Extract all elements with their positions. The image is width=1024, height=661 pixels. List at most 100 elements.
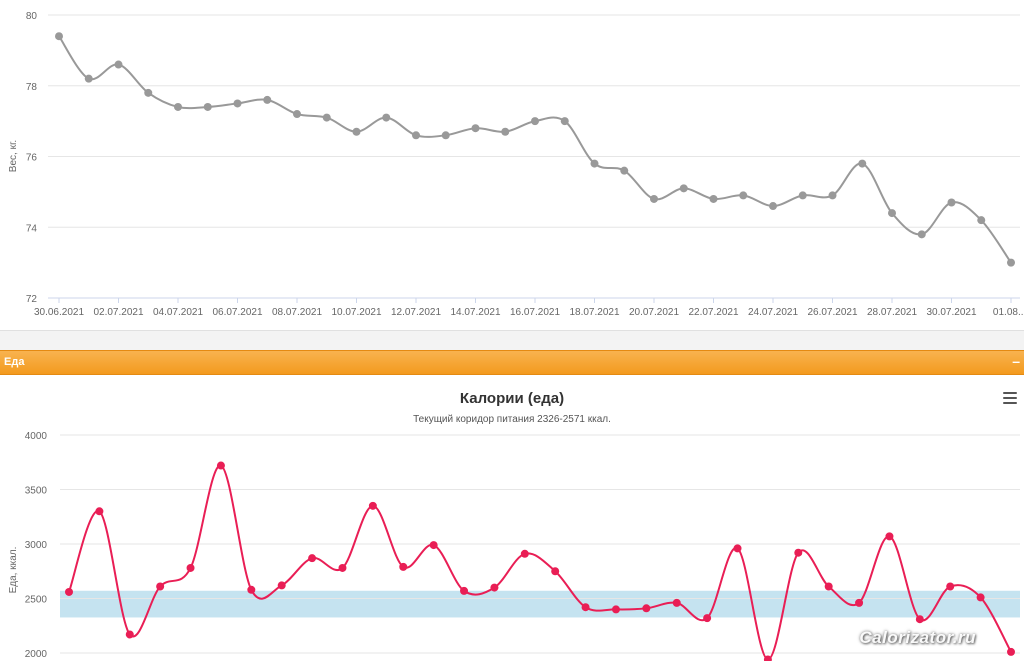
calories-data-point[interactable] <box>855 598 864 607</box>
calories-data-point[interactable] <box>763 655 772 661</box>
weight-data-point[interactable] <box>679 184 688 193</box>
calories-y-tick-label: 2500 <box>25 595 48 606</box>
weight-data-point[interactable] <box>84 74 93 83</box>
calories-data-point[interactable] <box>703 614 712 623</box>
weight-x-tick-label: 20.07.2021 <box>629 307 679 318</box>
weight-data-point[interactable] <box>769 202 777 211</box>
calories-data-points <box>65 461 1015 661</box>
calories-data-point[interactable] <box>247 585 256 594</box>
weight-y-tick-label: 74 <box>26 223 38 234</box>
weight-data-point[interactable] <box>858 159 867 168</box>
calories-data-point[interactable] <box>520 549 529 558</box>
weight-data-point[interactable] <box>382 113 391 122</box>
weight-data-point[interactable] <box>174 102 182 111</box>
weight-data-point[interactable] <box>798 191 807 200</box>
calories-data-point[interactable] <box>581 603 590 612</box>
weight-data-point[interactable] <box>293 110 301 119</box>
calories-chart-title: Калории (еда) <box>460 390 564 407</box>
weight-x-tick-label: 24.07.2021 <box>748 307 798 318</box>
weight-data-point[interactable] <box>471 124 480 133</box>
weight-data-point[interactable] <box>233 99 242 108</box>
weight-data-point[interactable] <box>977 216 986 225</box>
weight-x-tick-label: 30.07.2021 <box>926 307 976 318</box>
collapse-button[interactable]: – <box>1012 353 1020 369</box>
weight-data-point[interactable] <box>322 113 331 122</box>
weight-y-tick-labels: 72 74 76 78 80 <box>26 11 38 305</box>
weight-data-point[interactable] <box>650 194 658 203</box>
weight-x-tick-label: 06.07.2021 <box>212 307 262 318</box>
weight-x-tick-label: 16.07.2021 <box>510 307 560 318</box>
weight-data-point[interactable] <box>560 117 569 126</box>
calories-data-point[interactable] <box>885 532 894 541</box>
weight-data-point[interactable] <box>709 194 718 203</box>
weight-x-tick-label: 10.07.2021 <box>331 307 381 318</box>
calories-data-point[interactable] <box>611 605 620 614</box>
weight-data-point[interactable] <box>144 88 153 97</box>
weight-data-point[interactable] <box>441 131 450 140</box>
calories-data-point[interactable] <box>429 541 438 550</box>
nutrition-corridor-band <box>60 590 1020 618</box>
calories-data-point[interactable] <box>65 587 73 596</box>
calories-data-point[interactable] <box>338 563 347 572</box>
calories-data-point[interactable] <box>308 554 317 563</box>
calories-data-point[interactable] <box>824 582 833 591</box>
weight-x-tick-label: 04.07.2021 <box>153 307 203 318</box>
calories-data-point[interactable] <box>186 563 195 572</box>
weight-data-point[interactable] <box>739 191 748 200</box>
calories-data-point[interactable] <box>216 461 225 470</box>
weight-data-point[interactable] <box>828 191 837 200</box>
calories-y-tick-label: 2000 <box>25 649 48 660</box>
weight-y-tick-label: 72 <box>26 294 38 305</box>
calories-data-point[interactable] <box>125 630 134 639</box>
calories-data-point[interactable] <box>460 586 469 595</box>
weight-y-tick-label: 78 <box>26 82 38 93</box>
weight-data-point[interactable] <box>412 131 420 140</box>
watermark-logo: Calorizator.ru <box>859 628 976 647</box>
calories-y-tick-label: 3500 <box>25 486 48 497</box>
weight-data-point[interactable] <box>590 159 599 168</box>
weight-data-point[interactable] <box>531 117 539 126</box>
weight-x-tick-label: 14.07.2021 <box>450 307 500 318</box>
calories-data-point[interactable] <box>733 544 742 553</box>
weight-data-point[interactable] <box>620 166 629 175</box>
calories-data-point[interactable] <box>277 581 286 590</box>
weight-data-point[interactable] <box>114 60 123 69</box>
weight-data-point[interactable] <box>917 230 926 239</box>
weight-x-tick-label: 12.07.2021 <box>391 307 441 318</box>
weight-x-tick-label: 02.07.2021 <box>93 307 143 318</box>
weight-x-tick-label: 08.07.2021 <box>272 307 322 318</box>
calories-data-point[interactable] <box>642 604 651 613</box>
weight-data-points <box>55 32 1015 267</box>
calories-data-point[interactable] <box>915 615 924 624</box>
calories-data-point[interactable] <box>976 593 985 602</box>
weight-data-point[interactable] <box>888 209 896 218</box>
calories-data-point[interactable] <box>794 548 803 557</box>
calories-data-point[interactable] <box>672 598 681 607</box>
calories-data-point[interactable] <box>399 562 408 571</box>
weight-data-point[interactable] <box>55 32 63 41</box>
calories-gridlines <box>60 434 1020 654</box>
calories-data-point[interactable] <box>95 507 104 516</box>
weight-data-point[interactable] <box>263 95 272 104</box>
calories-y-axis-label: Еда, ккал. <box>8 547 19 594</box>
weight-gridlines <box>48 14 1020 299</box>
calories-y-tick-labels: 2000 2500 3000 3500 4000 <box>25 431 48 660</box>
weight-data-point[interactable] <box>1007 258 1015 267</box>
weight-x-tick-label: 18.07.2021 <box>569 307 619 318</box>
weight-data-point[interactable] <box>947 198 956 207</box>
section-header-food[interactable]: Еда – <box>0 350 1024 375</box>
calories-data-point[interactable] <box>946 582 955 591</box>
weight-data-point[interactable] <box>203 102 212 111</box>
weight-data-point[interactable] <box>501 127 510 136</box>
calories-y-tick-label: 3000 <box>25 540 48 551</box>
calories-data-point[interactable] <box>551 567 560 576</box>
chart-menu-icon[interactable] <box>1003 392 1017 404</box>
weight-chart: 72 74 76 78 80 30.06.2021 02.07.2021 04.07.202… <box>8 11 1024 318</box>
weight-x-tick-label: 26.07.2021 <box>807 307 857 318</box>
calories-data-point[interactable] <box>490 583 499 592</box>
calories-data-point[interactable] <box>368 501 377 510</box>
weight-data-point[interactable] <box>352 127 361 136</box>
calories-data-point[interactable] <box>156 582 165 591</box>
calories-y-tick-label: 4000 <box>25 431 48 442</box>
calories-data-point[interactable] <box>1007 647 1015 656</box>
